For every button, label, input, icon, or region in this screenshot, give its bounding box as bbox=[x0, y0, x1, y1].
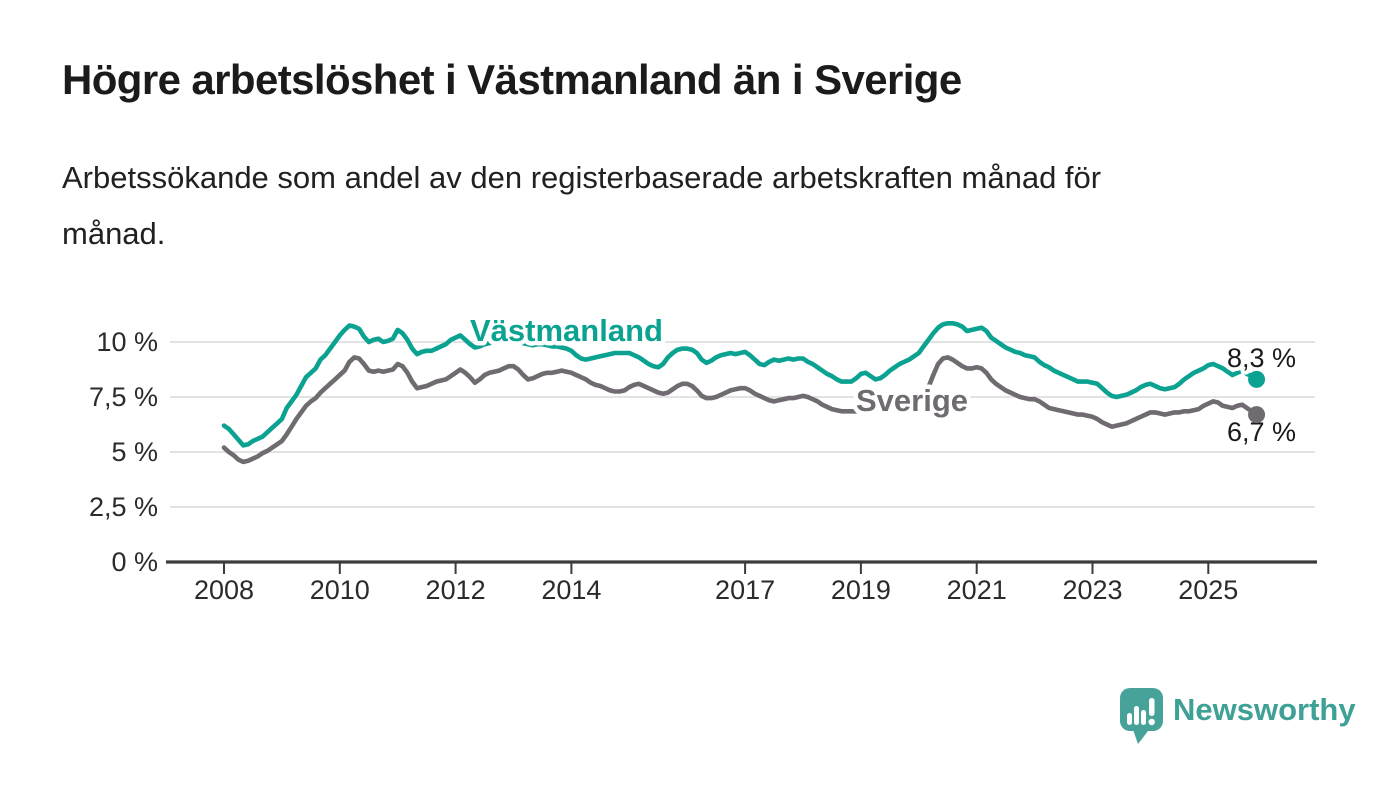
series-label-sverige: Sverige bbox=[856, 383, 968, 418]
newsworthy-logo-icon bbox=[1120, 688, 1163, 744]
x-tick-label: 2025 bbox=[1178, 575, 1238, 605]
logo-exclamation-stem bbox=[1149, 698, 1155, 716]
logo-exclamation-dot bbox=[1148, 718, 1155, 726]
x-tick-label: 2010 bbox=[310, 575, 370, 605]
y-tick-label: 10 % bbox=[96, 327, 158, 357]
logo-bar-2 bbox=[1134, 706, 1139, 725]
x-tick-label: 2012 bbox=[426, 575, 486, 605]
x-tick-label: 2019 bbox=[831, 575, 891, 605]
end-dot-västmanland bbox=[1248, 370, 1266, 388]
line-chart: 2008 2010 2012 2014 2017 2019 2021 2023 2025 0 % 2… bbox=[88, 313, 1317, 605]
x-tick-label: 2008 bbox=[194, 575, 254, 605]
end-value-label-västmanland: 8,3 % bbox=[1227, 343, 1296, 373]
y-tick-label: 7,5 % bbox=[89, 382, 158, 412]
line-sverige bbox=[221, 355, 1259, 465]
x-tick-label: 2021 bbox=[947, 575, 1007, 605]
chart-subtitle: Arbetssökande som andel av den registerb… bbox=[62, 160, 1102, 251]
x-tick-label: 2023 bbox=[1062, 575, 1122, 605]
logo-bar-3 bbox=[1141, 710, 1146, 725]
brand-footer: Newsworthy bbox=[1118, 687, 1356, 745]
x-tick-label: 2017 bbox=[715, 575, 775, 605]
end-value-label-sverige: 6,7 % bbox=[1227, 417, 1296, 447]
page-title: Högre arbetslöshet i Västmanland än i Sv… bbox=[62, 56, 962, 103]
x-tick-label: 2014 bbox=[541, 575, 601, 605]
y-tick-label: 5 % bbox=[111, 437, 158, 467]
logo-bar-1 bbox=[1127, 713, 1132, 725]
y-tick-label: 0 % bbox=[111, 547, 158, 577]
y-tick-label: 2,5 % bbox=[89, 492, 158, 522]
end-dot-sverige bbox=[1248, 406, 1266, 424]
line-västmanland bbox=[221, 320, 1259, 448]
series-label-västmanland: Västmanland bbox=[470, 313, 663, 348]
brand-name: Newsworthy bbox=[1173, 692, 1356, 727]
